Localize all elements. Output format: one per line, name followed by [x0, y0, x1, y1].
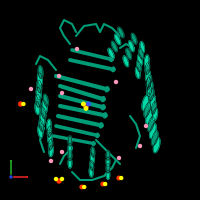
Ellipse shape: [146, 70, 150, 82]
Point: [60, 150, 64, 154]
Ellipse shape: [38, 126, 43, 138]
Ellipse shape: [106, 157, 110, 167]
Point: [114, 80, 118, 84]
Ellipse shape: [140, 42, 144, 53]
Ellipse shape: [149, 88, 154, 101]
Ellipse shape: [90, 160, 94, 170]
Ellipse shape: [129, 41, 134, 52]
Point: [83, 185, 86, 189]
Point: [29, 87, 33, 91]
Ellipse shape: [150, 95, 155, 108]
Ellipse shape: [37, 80, 42, 93]
Point: [57, 179, 61, 183]
Point: [101, 182, 104, 186]
Ellipse shape: [138, 54, 142, 66]
Ellipse shape: [150, 124, 156, 138]
Point: [120, 176, 123, 180]
Ellipse shape: [137, 61, 141, 72]
Ellipse shape: [49, 139, 53, 150]
Ellipse shape: [89, 167, 93, 177]
Point: [54, 177, 58, 181]
Ellipse shape: [126, 48, 131, 59]
Point: [80, 185, 83, 189]
Ellipse shape: [106, 151, 110, 160]
Point: [49, 159, 53, 163]
Ellipse shape: [49, 145, 53, 157]
Ellipse shape: [43, 94, 48, 106]
Ellipse shape: [139, 48, 143, 59]
Ellipse shape: [36, 87, 41, 100]
Point: [104, 182, 107, 186]
Point: [144, 124, 148, 128]
Ellipse shape: [111, 41, 117, 52]
Ellipse shape: [152, 108, 157, 121]
Ellipse shape: [147, 85, 151, 97]
Point: [19, 102, 22, 106]
Point: [22, 102, 25, 106]
Ellipse shape: [38, 73, 42, 86]
Ellipse shape: [115, 34, 121, 45]
Ellipse shape: [152, 131, 158, 146]
Ellipse shape: [40, 113, 45, 125]
Point: [84, 107, 88, 110]
Point: [75, 47, 79, 51]
Ellipse shape: [41, 107, 46, 119]
Point: [138, 144, 142, 148]
Point: [60, 91, 64, 95]
Ellipse shape: [145, 55, 149, 67]
Ellipse shape: [36, 94, 40, 107]
Ellipse shape: [142, 95, 149, 110]
Ellipse shape: [47, 126, 51, 137]
Ellipse shape: [90, 154, 94, 164]
Ellipse shape: [148, 82, 153, 94]
Ellipse shape: [106, 163, 110, 173]
Ellipse shape: [148, 117, 154, 131]
Ellipse shape: [91, 147, 95, 157]
Point: [9, 175, 13, 179]
Ellipse shape: [68, 136, 72, 146]
Ellipse shape: [144, 102, 150, 117]
Ellipse shape: [35, 102, 40, 114]
Ellipse shape: [47, 119, 51, 131]
Point: [84, 104, 88, 108]
Point: [117, 156, 121, 160]
Ellipse shape: [131, 33, 137, 44]
Point: [82, 102, 85, 106]
Ellipse shape: [68, 158, 72, 168]
Ellipse shape: [39, 120, 44, 131]
Ellipse shape: [48, 132, 52, 144]
Ellipse shape: [146, 77, 151, 89]
Point: [87, 102, 90, 106]
Ellipse shape: [118, 27, 124, 38]
Ellipse shape: [153, 138, 160, 153]
Ellipse shape: [38, 66, 43, 78]
Ellipse shape: [68, 151, 72, 161]
Point: [60, 177, 64, 181]
Ellipse shape: [136, 67, 140, 78]
Ellipse shape: [42, 101, 47, 112]
Ellipse shape: [106, 170, 110, 179]
Point: [117, 176, 120, 180]
Ellipse shape: [147, 75, 152, 88]
Ellipse shape: [108, 48, 114, 59]
Point: [57, 74, 61, 78]
Ellipse shape: [123, 56, 129, 67]
Ellipse shape: [146, 110, 152, 124]
Ellipse shape: [151, 102, 156, 114]
Ellipse shape: [145, 63, 150, 75]
Ellipse shape: [68, 143, 72, 153]
